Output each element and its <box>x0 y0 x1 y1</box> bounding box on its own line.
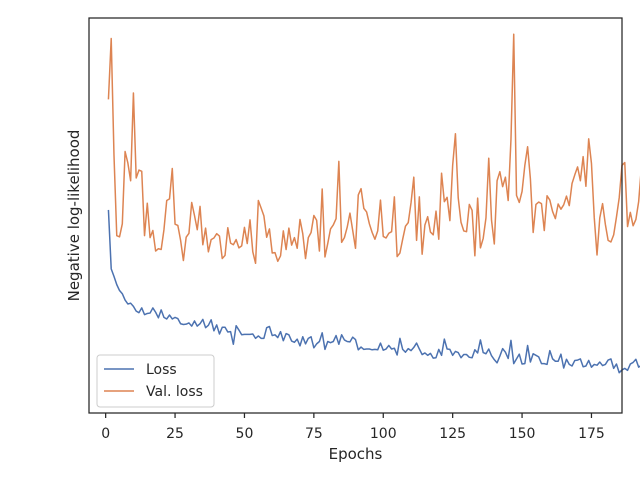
series-line-val-loss <box>107 33 640 265</box>
x-tick-label: 50 <box>236 426 254 442</box>
legend: Loss Val. loss <box>96 354 215 408</box>
x-axis-label: Epochs <box>329 445 383 463</box>
x-tick-label: 150 <box>509 426 536 442</box>
legend-label-val-loss: Val. loss <box>146 384 203 400</box>
series-line-loss <box>107 209 640 374</box>
y-axis-label: Negative log-likelihood <box>65 130 83 302</box>
plot-area <box>89 18 622 413</box>
x-tick-label: 75 <box>305 426 323 442</box>
legend-label-loss: Loss <box>146 362 177 378</box>
axes-frame <box>88 17 623 414</box>
x-tick-label: 125 <box>439 426 466 442</box>
x-tick-label: 175 <box>578 426 605 442</box>
x-tick-label: 100 <box>370 426 397 442</box>
legend-box <box>96 354 215 408</box>
series-lines <box>107 33 640 374</box>
x-tick-label: 0 <box>101 426 110 442</box>
x-axis-ticks: 0 25 50 75 100 125 150 175 <box>101 413 605 442</box>
x-tick-label: 25 <box>166 426 184 442</box>
